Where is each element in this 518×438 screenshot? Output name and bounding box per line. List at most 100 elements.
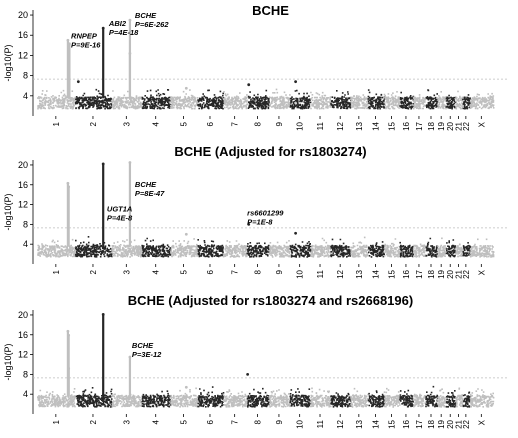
- chromosome-21-snps: [455, 243, 464, 258]
- chromosome-16-snps: [399, 389, 415, 408]
- chromosome-3-snps: [111, 393, 143, 408]
- x-tick-label: 21: [455, 269, 464, 278]
- chromosome-16-snps: [399, 241, 415, 258]
- peak-point: [101, 313, 105, 316]
- annotation-gene: BCHE: [132, 341, 154, 350]
- x-tick-label: 12: [336, 121, 345, 130]
- annotation-gene: RNPEP: [71, 31, 98, 40]
- chromosome-14-snps: [368, 241, 386, 258]
- chromosome-19-snps: [436, 91, 447, 110]
- chromosome-13-snps: [350, 236, 369, 258]
- y-axis-label: -log10(P): [3, 44, 13, 81]
- x-tick-label: 15: [387, 121, 396, 130]
- x-tick-label: 2: [89, 269, 98, 274]
- chromosome-5-snps: [170, 89, 199, 110]
- chromosome-9-snps: [269, 88, 291, 110]
- x-tick-label: 20: [446, 121, 455, 130]
- x-tick-label: 1: [52, 419, 61, 424]
- peak-point: [66, 38, 70, 42]
- chromosome-17-snps: [412, 393, 427, 408]
- x-tick-label: 8: [253, 419, 262, 424]
- chromosome-8-snps: [246, 242, 270, 258]
- peak-column: [67, 368, 70, 397]
- chromosome-12-snps: [330, 392, 352, 408]
- chromosome-15-snps: [383, 387, 401, 408]
- peak-point: [66, 181, 70, 185]
- x-tick-label: 7: [231, 419, 240, 424]
- x-tick-label: 22: [462, 269, 471, 278]
- peak-column: [67, 335, 70, 397]
- x-tick-label: 22: [462, 121, 471, 130]
- peak-point: [246, 372, 250, 376]
- x-tick-label: 10: [296, 269, 305, 278]
- chromosome-18-snps: [425, 385, 439, 408]
- peak-column: [128, 162, 132, 247]
- panel-title: BCHE: [252, 3, 289, 18]
- peak-column: [128, 53, 132, 99]
- chromosome-4-snps: [141, 390, 172, 408]
- y-tick-label: 8: [23, 369, 28, 379]
- chromosome-20-snps: [445, 239, 457, 258]
- x-tick-label: 15: [387, 269, 396, 278]
- peak-point: [128, 52, 132, 55]
- peak-point: [184, 86, 188, 90]
- y-tick-label: 16: [18, 30, 28, 40]
- annotation-pvalue: P=3E-12: [132, 350, 162, 359]
- x-tick-label: 8: [253, 269, 262, 274]
- chromosome-11-snps: [310, 387, 332, 408]
- x-tick-label: 20: [446, 419, 455, 428]
- chromosome-8-snps: [246, 387, 270, 408]
- peak-point: [101, 26, 105, 30]
- chromosome-11-snps: [310, 91, 332, 110]
- x-tick-label: 6: [206, 419, 215, 424]
- x-tick-label: 18: [427, 121, 436, 130]
- chromosome-3-snps: [111, 90, 143, 110]
- x-tick-label: 5: [180, 419, 189, 424]
- x-tick-label: 16: [402, 419, 411, 428]
- x-tick-label: 1: [52, 121, 61, 126]
- x-tick-label: 19: [437, 419, 446, 428]
- x-tick-label: 21: [455, 121, 464, 130]
- x-tick-label: 6: [206, 121, 215, 126]
- annotation-pvalue: P=4E-8: [107, 214, 133, 223]
- x-tick-label: 4: [152, 269, 161, 274]
- chromosome-9-snps: [268, 240, 291, 258]
- chromosome-18-snps: [425, 237, 439, 258]
- peak-point: [128, 18, 132, 22]
- chromosome-7-snps: [223, 91, 248, 110]
- y-tick-label: 20: [18, 10, 28, 20]
- peak-column: [102, 28, 105, 99]
- x-tick-label: 4: [152, 121, 161, 126]
- peak-point: [67, 333, 71, 337]
- x-tick-label: 13: [355, 121, 364, 130]
- x-tick-label: 22: [462, 419, 471, 428]
- chromosome-15-snps: [383, 238, 401, 258]
- chromosome-22-snps: [462, 94, 472, 110]
- chromosome-20-snps: [445, 94, 457, 110]
- peak-point: [294, 80, 298, 84]
- x-tick-label: X: [477, 269, 486, 275]
- chromosome-7-snps: [222, 240, 249, 258]
- peak-column: [68, 43, 71, 99]
- x-tick-label: 2: [89, 121, 98, 126]
- peak-point: [66, 329, 70, 333]
- x-tick-label: 10: [296, 419, 305, 428]
- x-tick-label: 15: [387, 419, 396, 428]
- chromosome-6-snps: [197, 239, 224, 258]
- x-tick-label: 5: [180, 269, 189, 274]
- peak-point: [68, 42, 71, 46]
- y-tick-label: 4: [23, 239, 28, 249]
- annotation-gene: BCHE: [135, 180, 157, 189]
- chromosome-10-snps: [289, 241, 312, 258]
- annotation-gene: ABI2: [108, 19, 127, 28]
- x-tick-label: 12: [336, 269, 345, 278]
- annotation-gene: BCHE: [135, 11, 157, 20]
- peak-point: [67, 367, 71, 370]
- chromosome-4-snps: [141, 89, 172, 110]
- chromosome-1-snps: [37, 238, 77, 258]
- chromosome-X-snps: [469, 92, 495, 110]
- chromosome-1-snps: [37, 388, 77, 408]
- panel-title: BCHE (Adjusted for rs1803274): [174, 144, 366, 159]
- peak-point: [76, 80, 80, 84]
